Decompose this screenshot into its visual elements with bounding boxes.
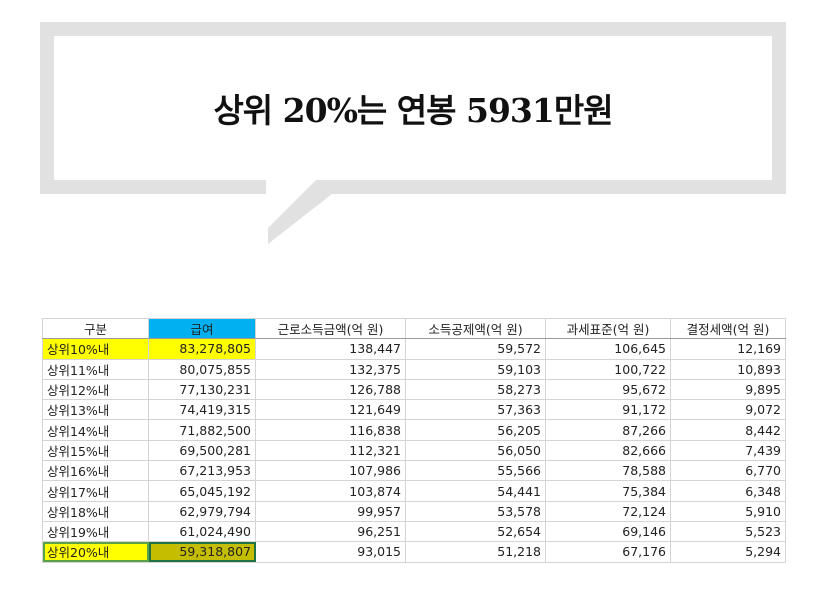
cell: 96,251 — [255, 520, 406, 543]
row-label: 상위19%내 — [42, 520, 149, 543]
speech-bubble — [40, 22, 786, 244]
cell: 6,348 — [670, 480, 786, 502]
cell: 56,205 — [405, 419, 546, 441]
cell: 6,770 — [670, 460, 786, 482]
cell: 100,722 — [545, 358, 671, 380]
data-row: 상위16%내 67,213,953 107,986 55,566 78,588 6,770 — [42, 460, 786, 482]
data-row: 상위12%내 77,130,231 126,788 58,273 95,672 9,895 — [42, 378, 786, 401]
header-cell: 급여 — [148, 317, 256, 340]
data-row: 상위19%내 61,024,490 96,251 52,654 69,146 5,523 — [42, 520, 786, 543]
cell: 78,588 — [545, 460, 671, 482]
cell: 59,318,807 — [148, 541, 256, 563]
cell: 5,523 — [670, 520, 786, 543]
cell: 91,172 — [545, 399, 671, 421]
cell: 51,218 — [405, 541, 546, 563]
data-row: 상위18%내 62,979,794 99,957 53,578 72,124 5,910 — [42, 500, 786, 522]
cell: 83,278,805 — [148, 338, 256, 360]
header-row: 구분 급여 근로소득금액(억 원) 소득공제액(억 원) 과세표준(억 원) 결정세액(억… — [42, 317, 786, 340]
cell: 126,788 — [255, 378, 406, 401]
cell: 54,441 — [405, 480, 546, 502]
header-cell: 과세표준(억 원) — [545, 317, 671, 340]
row-label: 상위14%내 — [42, 419, 149, 441]
data-row: 상위11%내 80,075,855 132,375 59,103 100,722 10,8… — [42, 358, 786, 380]
row-label: 상위16%내 — [42, 460, 149, 482]
cell: 107,986 — [255, 460, 406, 482]
cell: 59,572 — [405, 338, 546, 360]
cell: 67,176 — [545, 541, 671, 563]
cell: 65,045,192 — [148, 480, 256, 502]
cell: 10,893 — [670, 358, 786, 380]
cell: 69,500,281 — [148, 439, 256, 462]
cell: 93,015 — [255, 541, 406, 563]
row-label: 상위11%내 — [42, 358, 149, 380]
cell: 72,124 — [545, 500, 671, 522]
cell: 12,169 — [670, 338, 786, 360]
cell: 103,874 — [255, 480, 406, 502]
cell: 57,363 — [405, 399, 546, 421]
cell: 53,578 — [405, 500, 546, 522]
cell: 82,666 — [545, 439, 671, 462]
cell: 58,273 — [405, 378, 546, 401]
cell: 5,910 — [670, 500, 786, 522]
cell: 87,266 — [545, 419, 671, 441]
data-row: 상위17%내 65,045,192 103,874 54,441 75,384 6,348 — [42, 480, 786, 502]
row-label: 상위12%내 — [42, 378, 149, 401]
cell: 132,375 — [255, 358, 406, 380]
cell: 74,419,315 — [148, 399, 256, 421]
cell: 80,075,855 — [148, 358, 256, 380]
cell: 112,321 — [255, 439, 406, 462]
cell: 8,442 — [670, 419, 786, 441]
cell: 106,645 — [545, 338, 671, 360]
data-row: 상위10%내 83,278,805 138,447 59,572 106,645 12,1… — [42, 338, 786, 360]
cell: 77,130,231 — [148, 378, 256, 401]
cell: 116,838 — [255, 419, 406, 441]
header-cell: 소득공제액(억 원) — [405, 317, 546, 340]
row-label: 상위18%내 — [42, 500, 149, 522]
bubble-body — [54, 36, 772, 180]
cell: 55,566 — [405, 460, 546, 482]
cell: 69,146 — [545, 520, 671, 543]
cell: 71,882,500 — [148, 419, 256, 441]
row-label: 상위10%내 — [42, 338, 149, 360]
row-label: 상위15%내 — [42, 439, 149, 462]
header-cell: 결정세액(억 원) — [670, 317, 786, 340]
cell: 56,050 — [405, 439, 546, 462]
cell: 52,654 — [405, 520, 546, 543]
bubble-tail — [268, 180, 332, 244]
cell: 5,294 — [670, 541, 786, 563]
data-row: 상위14%내 71,882,500 116,838 56,205 87,266 8,442 — [42, 419, 786, 441]
cell: 61,024,490 — [148, 520, 256, 543]
spreadsheet: 구분 급여 근로소득금액(억 원) 소득공제액(억 원) 과세표준(억 원) 결정세액(억… — [42, 317, 786, 563]
row-label: 상위13%내 — [42, 399, 149, 421]
data-row: 상위13%내 74,419,315 121,649 57,363 91,172 9,072 — [42, 399, 786, 421]
cell: 67,213,953 — [148, 460, 256, 482]
header-cell: 근로소득금액(억 원) — [255, 317, 406, 340]
cell: 9,895 — [670, 378, 786, 401]
row-label: 상위20%내 — [42, 541, 149, 563]
title: 상위 20%는 연봉 5931만원 — [213, 91, 613, 130]
cell: 138,447 — [255, 338, 406, 360]
cell: 121,649 — [255, 399, 406, 421]
cell: 59,103 — [405, 358, 546, 380]
cell: 62,979,794 — [148, 500, 256, 522]
data-row: 상위20%내 59,318,807 93,015 51,218 67,176 5,294 — [42, 541, 786, 563]
cell: 99,957 — [255, 500, 406, 522]
row-label: 상위17%내 — [42, 480, 149, 502]
header-cell: 구분 — [42, 317, 149, 340]
cell: 9,072 — [670, 399, 786, 421]
cell: 75,384 — [545, 480, 671, 502]
data-row: 상위15%내 69,500,281 112,321 56,050 82,666 7,439 — [42, 439, 786, 462]
cell: 7,439 — [670, 439, 786, 462]
cell: 95,672 — [545, 378, 671, 401]
